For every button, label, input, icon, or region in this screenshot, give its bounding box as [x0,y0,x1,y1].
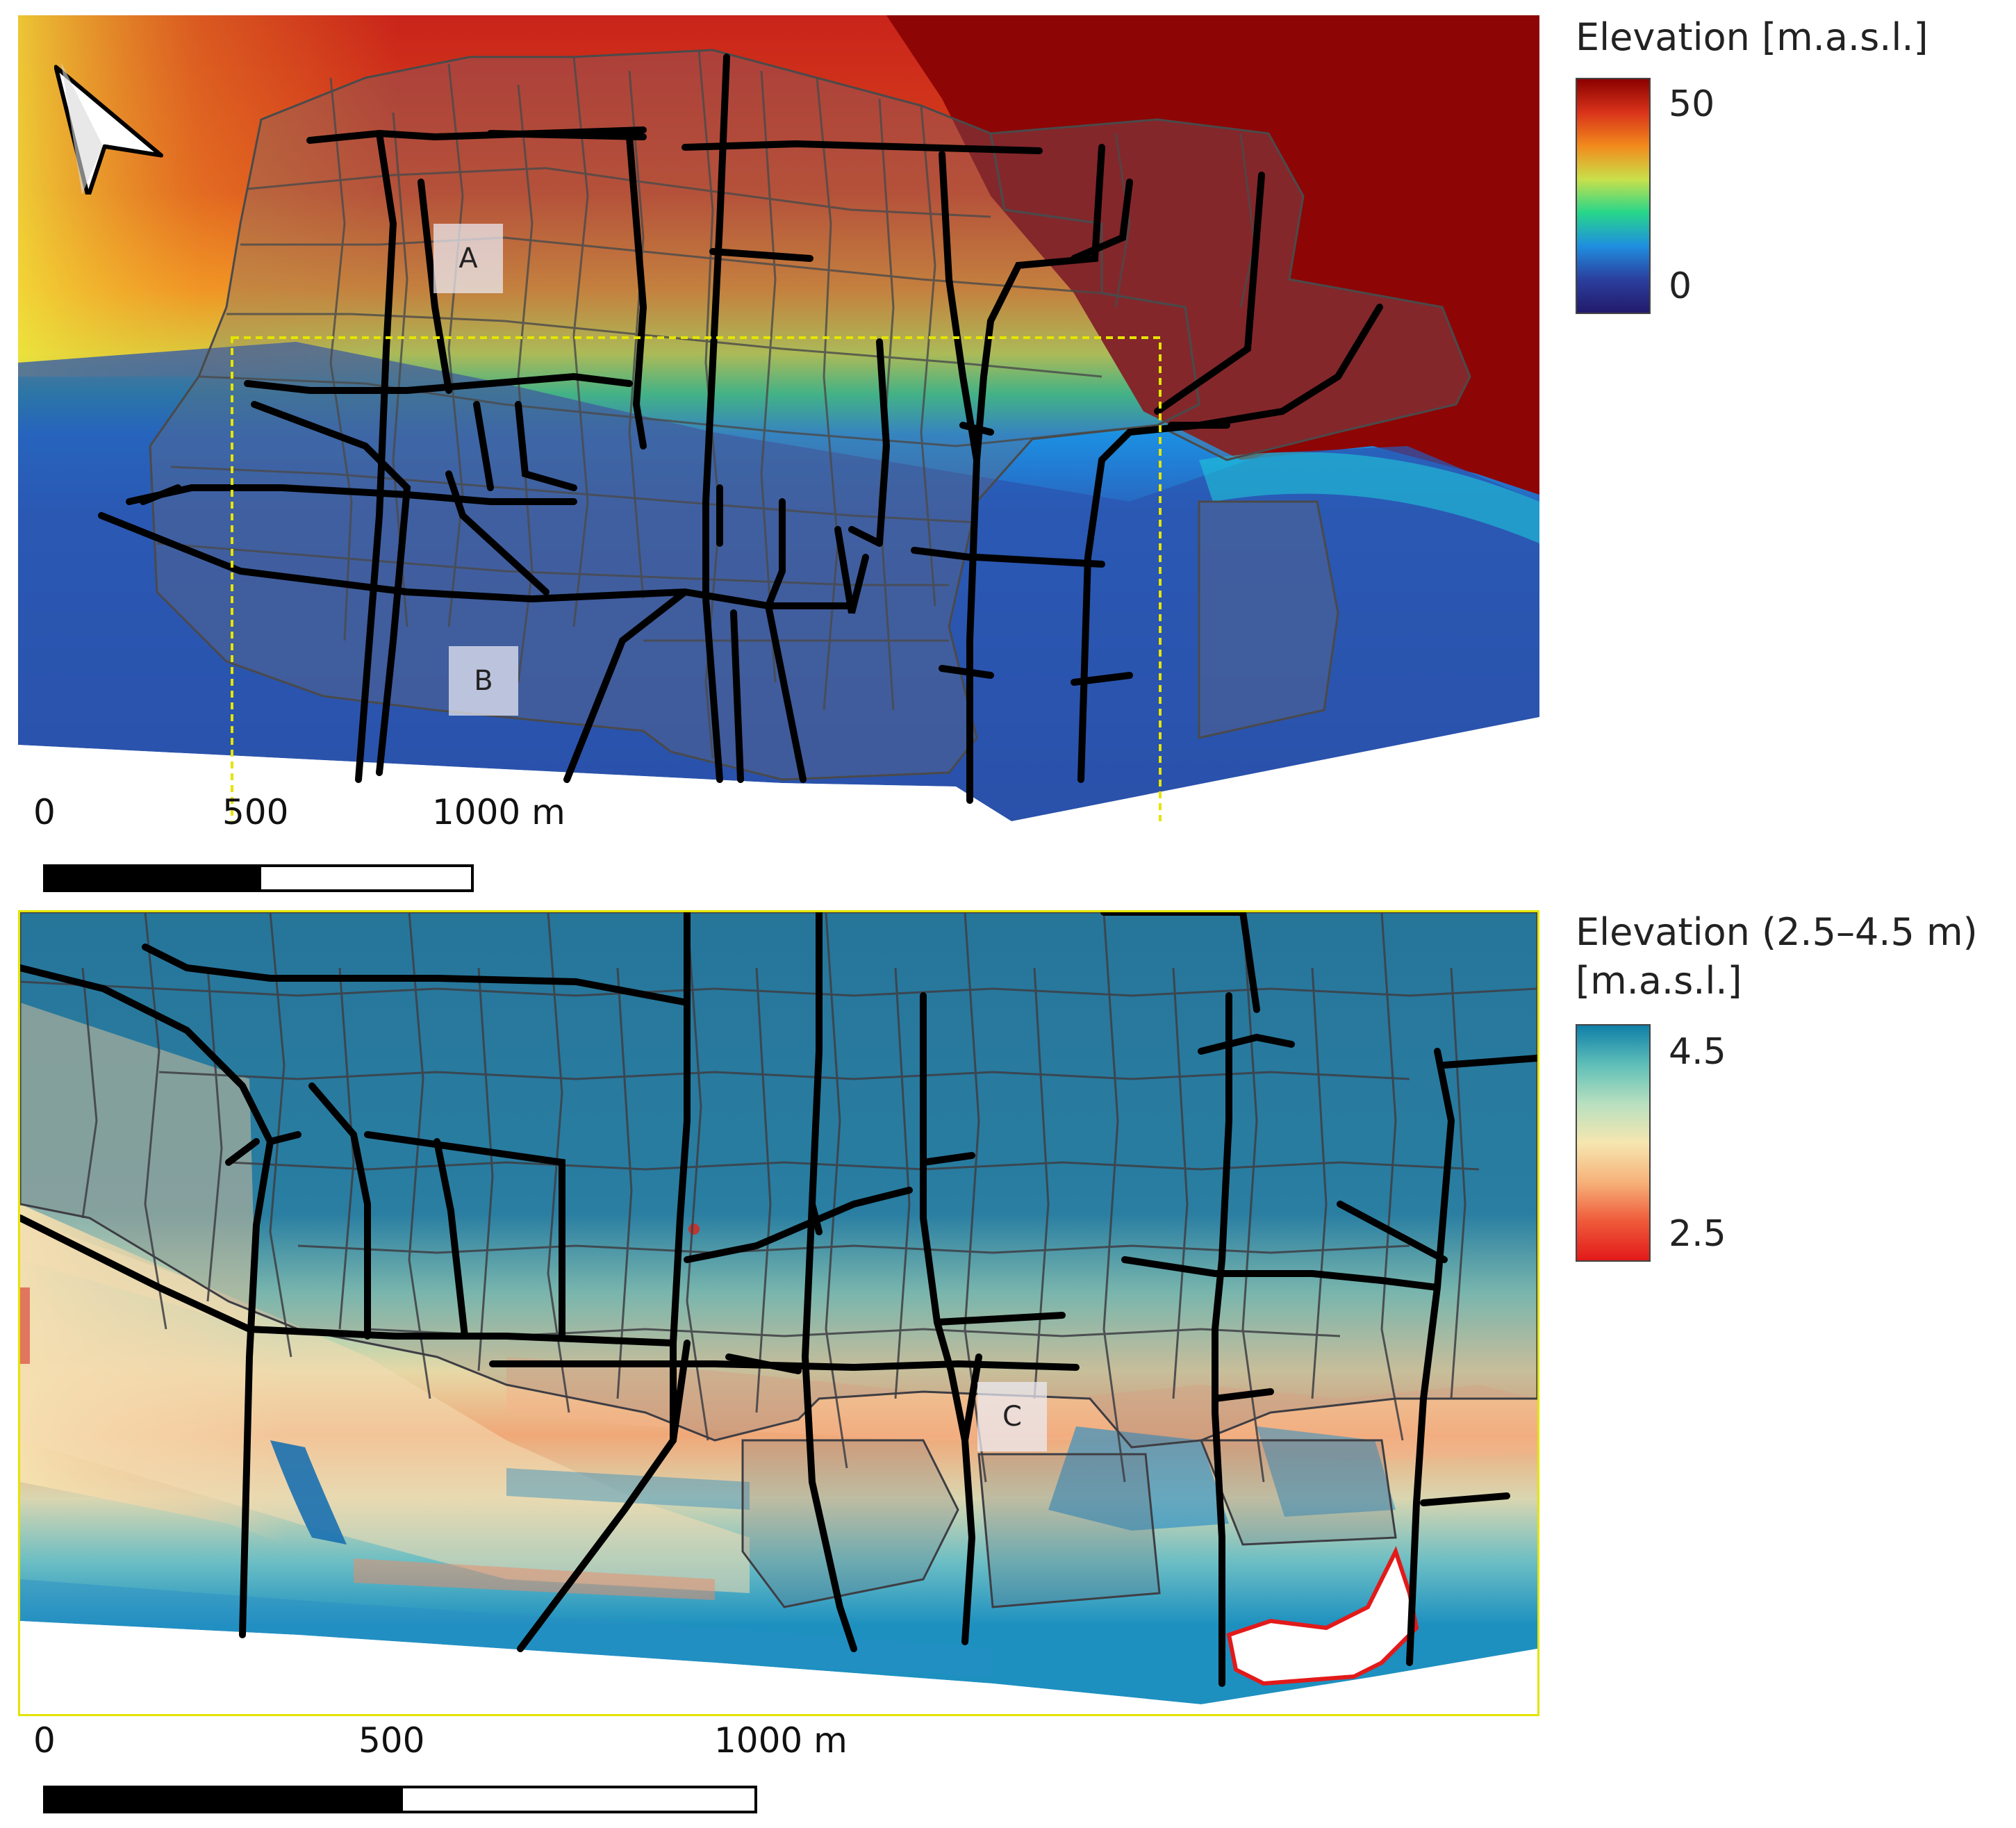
scale-tick-500-bottom: 500 [358,1720,425,1761]
catchment-boundaries [156,49,1256,759]
inset-extent-frame [231,336,1162,821]
legend-title-bottom-line1: Elevation (2.5–4.5 m) [1576,910,1978,954]
inset-map-canvas [20,912,1537,1714]
elevation-color-ramp-top [1576,78,1651,314]
scale-tick-0-top: 0 [33,792,56,832]
legend-min-label-top: 0 [1669,265,1692,307]
legend-title-top: Elevation [m.a.s.l.] [1576,15,1928,59]
subcatchment-polygons-inset [20,912,1537,1608]
legend-max-label-bottom: 4.5 [1669,1031,1726,1073]
area-label-b: B [449,646,518,716]
legend-min-label-bottom: 2.5 [1669,1213,1726,1255]
scale-tick-500-top: 500 [222,792,289,832]
road-network-inset [20,912,1537,1687]
scale-tick-1000-bottom: 1000 m [714,1720,848,1761]
high-plateau-area [886,15,1539,495]
overview-map-canvas [18,15,1539,821]
area-label-c: C [977,1382,1047,1451]
scale-bar-bottom [43,1786,757,1813]
area-label-a: A [433,224,503,293]
inset-elevation-map: C [18,910,1539,1716]
overview-elevation-map: A B [18,15,1539,821]
scale-tick-1000-top: 1000 m [432,792,565,832]
subcatchment-polygons [149,49,1471,781]
scale-tick-0-bottom: 0 [33,1720,56,1761]
road-network [98,53,1383,804]
catchment-boundaries-inset [20,912,1537,1483]
elevation-color-ramp-bottom [1576,1024,1651,1262]
legend-max-label-top: 50 [1669,83,1715,125]
legend-title-bottom-line2: [m.a.s.l.] [1576,959,1742,1003]
scale-bar-top [43,864,474,892]
